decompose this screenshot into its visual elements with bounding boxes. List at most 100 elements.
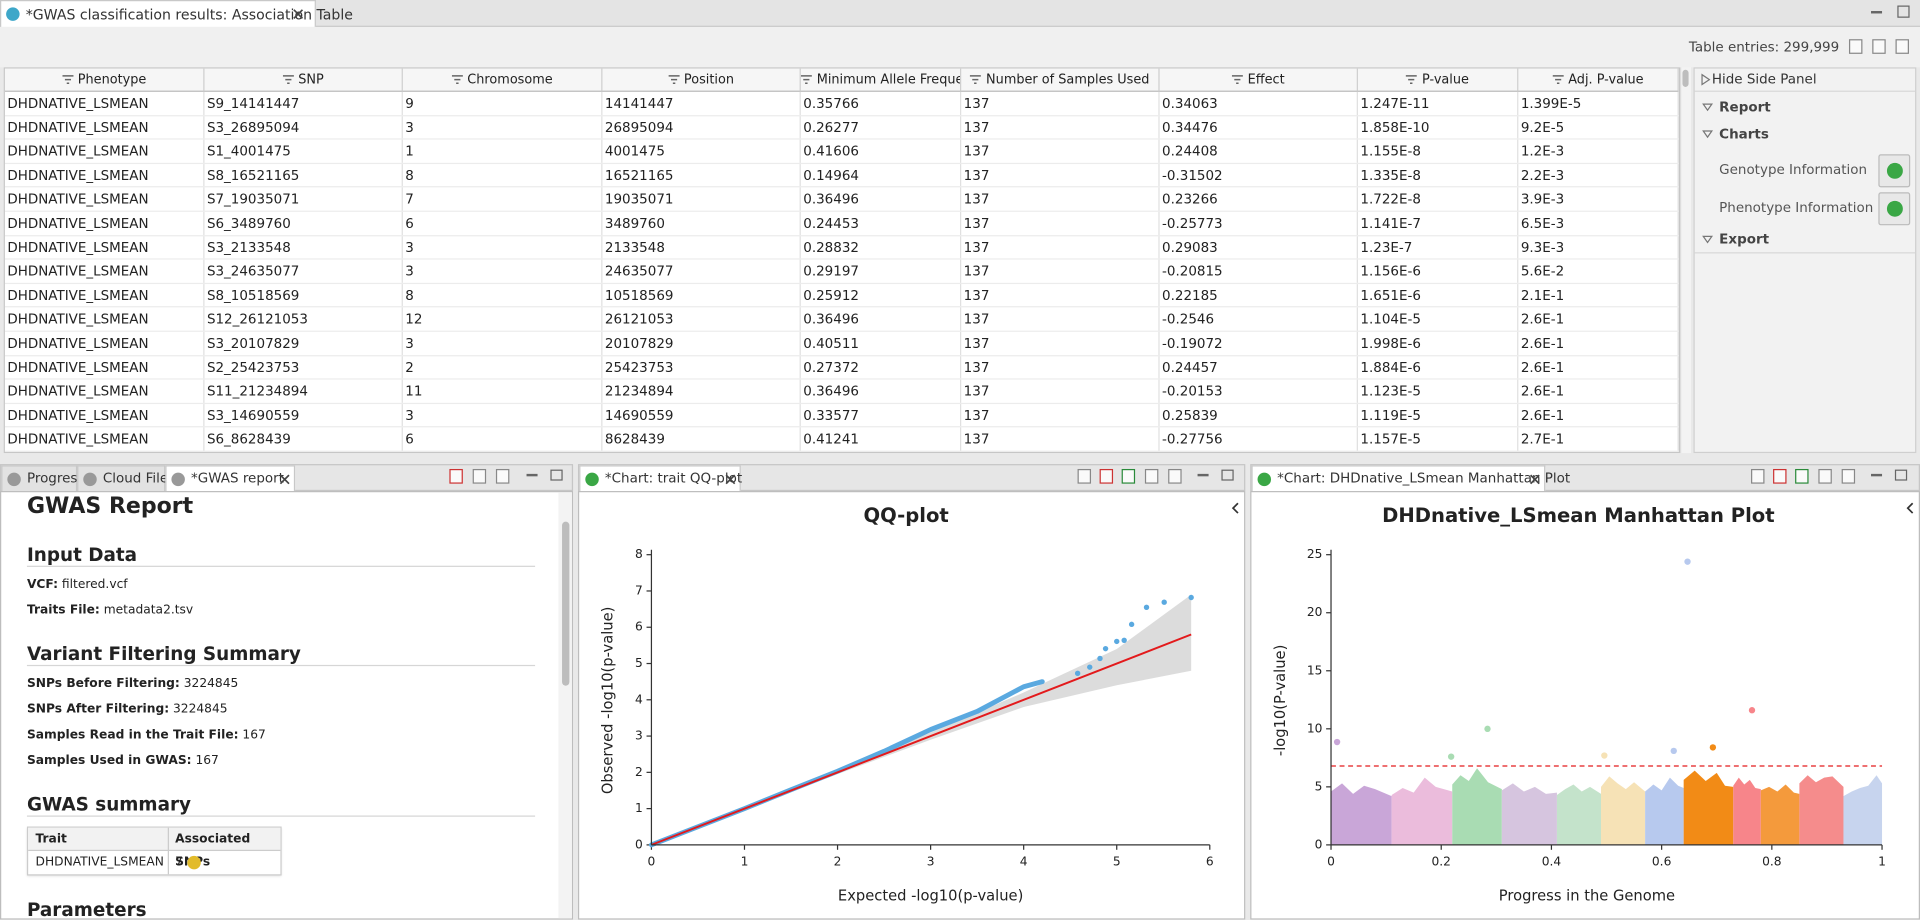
window-controls[interactable] — [1869, 469, 1911, 484]
snp-point — [1447, 753, 1455, 760]
tab-title: Cloud Files — [102, 470, 176, 487]
table-cell: 9.3E-3 — [1518, 235, 1679, 259]
pane-icon[interactable] — [472, 468, 487, 484]
x-axis-label: Expected -log10(p-value) — [838, 887, 1023, 904]
x-tick-label: 0.6 — [1652, 855, 1672, 869]
table-cell: 0.35766 — [801, 91, 962, 115]
chromosome-area — [1556, 784, 1602, 845]
table-cell: 1.23E-7 — [1358, 235, 1519, 259]
tab-title: *Chart: trait QQ-plot — [604, 470, 743, 487]
window-controls[interactable] — [1195, 469, 1237, 484]
column-title: Adj. P-value — [1568, 72, 1644, 87]
column-header[interactable]: Phenotype — [5, 68, 205, 91]
toolbar-icon[interactable] — [1895, 39, 1909, 54]
table-cell: DHDNATIVE_LSMEAN — [5, 235, 205, 259]
table-cell: 7 — [403, 187, 603, 211]
scroll-thumb[interactable] — [562, 521, 570, 686]
column-header[interactable]: Adj. P-value — [1518, 68, 1679, 91]
pane-icon[interactable] — [1751, 468, 1765, 484]
tab-icon — [83, 472, 97, 487]
info-badge[interactable] — [187, 855, 201, 870]
tab-title: Progress — [26, 470, 85, 487]
table-cell: 0.24457 — [1160, 355, 1358, 379]
filter-icon — [800, 75, 812, 85]
table-cell: 1.156E-6 — [1358, 259, 1519, 283]
report-field: VCF: filtered.vcf — [27, 578, 128, 591]
table-cell: 137 — [961, 139, 1160, 163]
report-pane: GWAS Report Input Data VCF: filtered.vcf… — [0, 491, 574, 920]
section-charts[interactable]: Charts — [1719, 126, 1769, 143]
pane-icon[interactable] — [1168, 468, 1182, 484]
scroll-thumb[interactable] — [1682, 69, 1689, 87]
scrollbar[interactable] — [558, 492, 572, 919]
tab-icon — [585, 472, 599, 487]
column-header[interactable]: Position — [602, 68, 801, 91]
table-cell: S9_14141447 — [204, 91, 403, 115]
snp-point — [1748, 707, 1756, 714]
data-point — [1121, 637, 1127, 643]
tab-progress[interactable]: Progress — [1, 465, 84, 492]
table-cell: -0.31502 — [1160, 163, 1358, 187]
tab-title: *GWAS report — [191, 470, 284, 487]
table-cell: S3_20107829 — [204, 331, 403, 355]
pane-icon[interactable] — [1121, 468, 1136, 484]
window-controls[interactable] — [524, 469, 566, 484]
column-header[interactable]: SNP — [204, 68, 403, 91]
scrollbar[interactable] — [1680, 67, 1692, 454]
column-header[interactable]: Effect — [1160, 68, 1358, 91]
x-tick-label: 0 — [1327, 855, 1335, 869]
pane-icon[interactable] — [449, 468, 463, 484]
pane-icon[interactable] — [1144, 468, 1159, 484]
pane-icon[interactable] — [1773, 468, 1787, 484]
editor-tabbar — [0, 0, 1920, 27]
editor-tab[interactable]: *GWAS classification results: Associatio… — [0, 0, 353, 27]
toolbar-icon[interactable] — [1848, 39, 1863, 54]
y-axis-label: -log10(P-value) — [1272, 645, 1289, 756]
section-export[interactable]: Export — [1719, 231, 1770, 248]
table-cell: 0.26277 — [801, 115, 962, 139]
x-tick-label: 3 — [927, 855, 935, 869]
filter-icon — [970, 75, 982, 85]
table-cell: DHDNATIVE_LSMEAN — [5, 211, 205, 235]
collapse-arrow[interactable] — [1905, 502, 1915, 514]
table-cell: 0.22185 — [1160, 283, 1358, 307]
close-button[interactable] — [1529, 474, 1540, 485]
report-field: SNPs After Filtering: 3224845 — [27, 703, 228, 716]
column-header[interactable]: Minimum Allele Freque... — [800, 68, 962, 91]
chart-button[interactable] — [1878, 154, 1911, 188]
table-cell: 137 — [961, 235, 1160, 259]
tab-gwas-report[interactable]: *GWAS report — [165, 465, 296, 492]
close-button[interactable] — [725, 474, 736, 485]
close-button[interactable] — [279, 474, 290, 485]
section-report[interactable]: Report — [1719, 99, 1771, 116]
toolbar-icon[interactable] — [1872, 39, 1886, 54]
column-header[interactable]: P-value — [1358, 68, 1519, 91]
filter-shape — [800, 75, 812, 85]
table-cell: 137 — [961, 307, 1160, 331]
table-cell: 3 — [403, 115, 603, 139]
close-button[interactable] — [293, 9, 304, 20]
tab-manhattan-chart[interactable]: *Chart: DHDnative_LSmean Manhattan Plot — [1251, 465, 1570, 492]
table-cell: S3_14690559 — [204, 403, 403, 427]
pane-icon[interactable] — [1099, 468, 1114, 484]
field-value: 3224845 — [173, 702, 228, 717]
pane-icon[interactable] — [1841, 468, 1856, 484]
pane-icon[interactable] — [1818, 468, 1832, 484]
table-cell: 0.29083 — [1160, 235, 1358, 259]
pane-icon[interactable] — [1077, 468, 1092, 484]
table-row: DHDNATIVE_LSMEAN S3_20107829 3 20107829 0.40… — [4, 331, 1679, 356]
pane-icon[interactable] — [495, 468, 510, 484]
tab-cloud-files[interactable]: Cloud Files — [77, 465, 175, 492]
tab-qq-chart[interactable]: *Chart: trait QQ-plot — [579, 465, 743, 492]
window-controls[interactable] — [1869, 5, 1913, 20]
collapse-arrow[interactable] — [1231, 502, 1241, 514]
hide-side-panel[interactable]: Hide Side Panel — [1711, 71, 1817, 87]
chart-button[interactable] — [1878, 192, 1911, 226]
pane-icon[interactable] — [1795, 468, 1809, 484]
table-cell: 1.104E-5 — [1358, 307, 1519, 331]
column-header[interactable]: Number of Samples Used — [961, 68, 1160, 91]
column-header[interactable]: Chromosome — [403, 68, 603, 91]
y-axis-label: Observed -log10(p-value) — [600, 607, 617, 795]
y-tick-label: 15 — [1307, 663, 1323, 677]
